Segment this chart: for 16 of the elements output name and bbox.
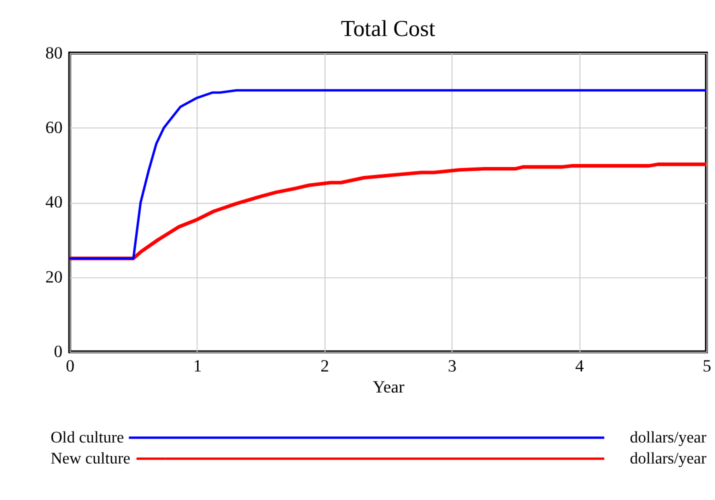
y-tick-label: 60 [45, 118, 63, 137]
x-tick-label: 5 [702, 356, 712, 376]
y-tick-label: 80 [45, 43, 63, 62]
y-tick-label: 20 [45, 267, 63, 286]
y-tick-label: 40 [45, 192, 63, 212]
x-tick-label: 1 [193, 356, 202, 376]
x-tick-label: 2 [320, 356, 330, 376]
legend-label: New culture [50, 449, 130, 468]
y-tick-label: 0 [54, 342, 63, 362]
text: dollars/year [630, 428, 707, 446]
legend-label: Old culture [50, 428, 124, 446]
x-tick-label: 4 [575, 356, 584, 376]
x-tick-label: 3 [448, 356, 456, 376]
text: dollars/year [630, 449, 707, 468]
x-axis-title: Year [372, 377, 405, 396]
chart-title: Total Cost [340, 16, 436, 41]
